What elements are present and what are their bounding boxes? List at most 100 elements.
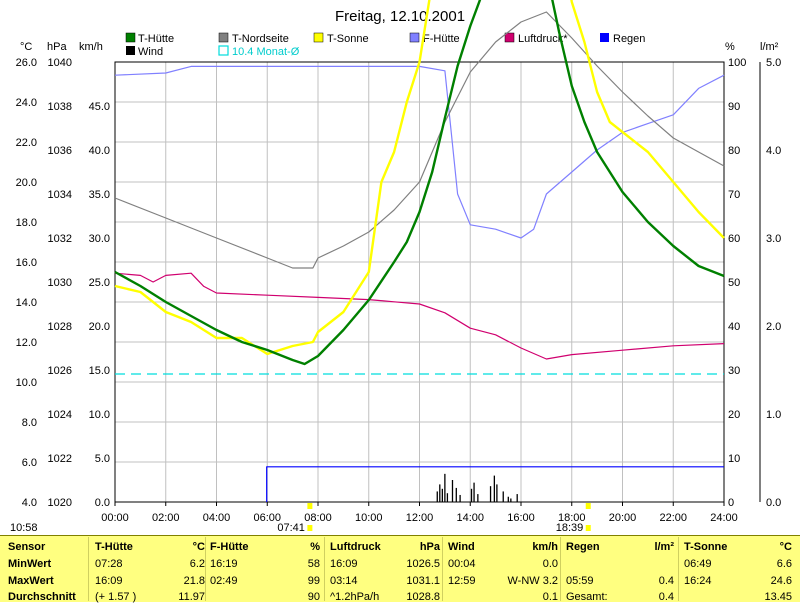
tick-label-kmh: 25.0	[89, 277, 110, 289]
tick-label-time: 16:00	[507, 512, 535, 524]
tick-label-celsius: 18.0	[16, 217, 37, 229]
stats-time-t-huette: (+ 1.57 )	[95, 591, 137, 603]
tick-label-percent: 70	[728, 189, 740, 201]
stats-header-t-huette: T-Hütte	[95, 541, 133, 553]
tick-label-time: 20:00	[609, 512, 637, 524]
stats-unit-wind: km/h	[532, 541, 558, 553]
tick-label-celsius: 12.0	[16, 337, 37, 349]
chart-title: Freitag, 12.10.2001	[335, 8, 465, 25]
stats-time-t-sonne: 16:24	[684, 575, 712, 587]
axis-hpa: 1040 1038 1036 1034 1032 1030 1028 1026 1024 1022…	[48, 57, 72, 509]
legend-label-wind: Wind	[138, 46, 163, 58]
stats-header-sensor: Sensor	[8, 541, 46, 553]
tick-label-kmh: 0.0	[95, 497, 110, 509]
legend-swatch-f-huette	[409, 32, 420, 43]
stats-header-wind: Wind	[448, 541, 475, 553]
tick-label-hpa: 1034	[48, 189, 72, 201]
legend-label-t-huette: T-Hütte	[138, 33, 174, 45]
stats-value-regen: 0.4	[658, 591, 674, 603]
stats-value-luftdruck: 1026.5	[406, 558, 440, 570]
stats-unit-luftdruck: hPa	[419, 541, 440, 553]
sun-marker-lower	[585, 525, 591, 531]
stats-time-t-sonne: 06:49	[684, 558, 712, 570]
legend-swatch-t-sonne	[313, 32, 324, 43]
time-markers: 10:58 07:41 18:39	[10, 503, 591, 534]
tick-label-hpa: 1026	[48, 365, 72, 377]
stats-time-luftdruck: 03:14	[330, 575, 358, 587]
tick-label-percent: 60	[728, 233, 740, 245]
tick-label-percent: 90	[728, 101, 740, 113]
stats-value-wind: W-NW 3.2	[507, 575, 558, 587]
tick-label-kmh: 5.0	[95, 453, 110, 465]
tick-label-celsius: 22.0	[16, 137, 37, 149]
stats-value-f-huette: 99	[307, 575, 320, 587]
stats-value-t-sonne: 13.45	[764, 591, 792, 603]
tick-label-celsius: 26.0	[16, 57, 37, 69]
tick-label-rain: 0.0	[766, 497, 781, 509]
series-regen	[266, 466, 724, 502]
tick-label-time: 18:00	[558, 512, 586, 524]
stats-value-regen: 0.4	[658, 575, 674, 587]
series-luftdruck	[114, 272, 725, 360]
tick-label-hpa: 1036	[48, 145, 72, 157]
stats-value-wind: 0.0	[542, 558, 558, 570]
stats-column-divider	[88, 537, 89, 601]
plot-grid	[115, 62, 724, 502]
legend-label-f-huette: F-Hütte	[423, 33, 460, 45]
tick-label-percent: 20	[728, 409, 740, 421]
legend-label-monthly-avg: 10.4 Monat-Ø	[232, 46, 300, 58]
stats-time-luftdruck: ^1.2hPa/h	[330, 591, 380, 603]
stats-value-wind: 0.1	[542, 591, 558, 603]
legend-swatch-t-huette	[125, 32, 136, 43]
stats-header-f-huette: F-Hütte	[210, 541, 249, 553]
tick-label-kmh: 10.0	[89, 409, 110, 421]
stats-value-f-huette: 90	[307, 591, 320, 603]
tick-label-kmh: 20.0	[89, 321, 110, 333]
tick-label-percent: 0	[728, 497, 734, 509]
stats-column-divider	[442, 537, 443, 601]
tick-label-kmh: 15.0	[89, 365, 110, 377]
axis-kmh: 45.0 40.0 35.0 30.0 25.0 20.0 15.0 10.0 5.0 0.0	[89, 101, 110, 509]
tick-label-rain: 1.0	[766, 409, 781, 421]
legend-swatch-wind	[126, 46, 135, 55]
tick-label-celsius: 10.0	[16, 377, 37, 389]
unit-celsius: °C	[20, 41, 32, 53]
tick-label-time: 10:00	[355, 512, 383, 524]
sun-marker-time: 07:41	[277, 522, 305, 534]
tick-label-rain: 5.0	[766, 57, 781, 69]
tick-label-hpa: 1022	[48, 453, 72, 465]
legend: T-Hütte Wind T-Nordseite 10.4 Monat-Ø T-…	[125, 32, 645, 58]
tick-label-celsius: 14.0	[16, 297, 37, 309]
stats-unit-f-huette: %	[310, 541, 320, 553]
stats-header-regen: Regen	[566, 541, 600, 553]
legend-label-regen: Regen	[613, 33, 645, 45]
tick-label-celsius: 16.0	[16, 257, 37, 269]
tick-label-time: 22:00	[659, 512, 687, 524]
tick-label-rain: 3.0	[766, 233, 781, 245]
stats-time-wind: 00:04	[448, 558, 476, 570]
tick-label-hpa: 1038	[48, 101, 72, 113]
stats-header-t-sonne: T-Sonne	[684, 541, 728, 553]
stats-time-regen: 05:59	[566, 575, 594, 587]
stats-value-t-huette: 6.2	[189, 558, 205, 570]
axis-time: 00:00 02:00 04:00 06:00 08:00 10:00 12:00 14:00…	[101, 502, 738, 524]
stats-time-t-huette: 07:28	[95, 558, 123, 570]
stats-unit-t-sonne: °C	[779, 541, 792, 553]
stats-header-luftdruck: Luftdruck	[330, 541, 381, 553]
stats-column-divider	[205, 537, 206, 601]
tick-label-kmh: 35.0	[89, 189, 110, 201]
sun-marker	[307, 503, 313, 509]
tick-label-hpa: 1040	[48, 57, 72, 69]
legend-label-t-nordseite: T-Nordseite	[232, 33, 289, 45]
weather-chart: Freitag, 12.10.2001 °C hPa km/h % l/m² T…	[10, 0, 781, 534]
tick-label-percent: 40	[728, 321, 740, 333]
stats-row-label: MaxWert	[8, 575, 54, 587]
stats-unit-regen: l/m²	[654, 541, 674, 553]
tick-label-percent: 80	[728, 145, 740, 157]
timestamp-label: 10:58	[10, 522, 38, 534]
tick-label-celsius: 4.0	[22, 497, 37, 509]
tick-label-percent: 30	[728, 365, 740, 377]
stats-row-label: Durchschnitt	[8, 591, 76, 603]
tick-label-celsius: 24.0	[16, 97, 37, 109]
stats-column-divider	[560, 537, 561, 601]
